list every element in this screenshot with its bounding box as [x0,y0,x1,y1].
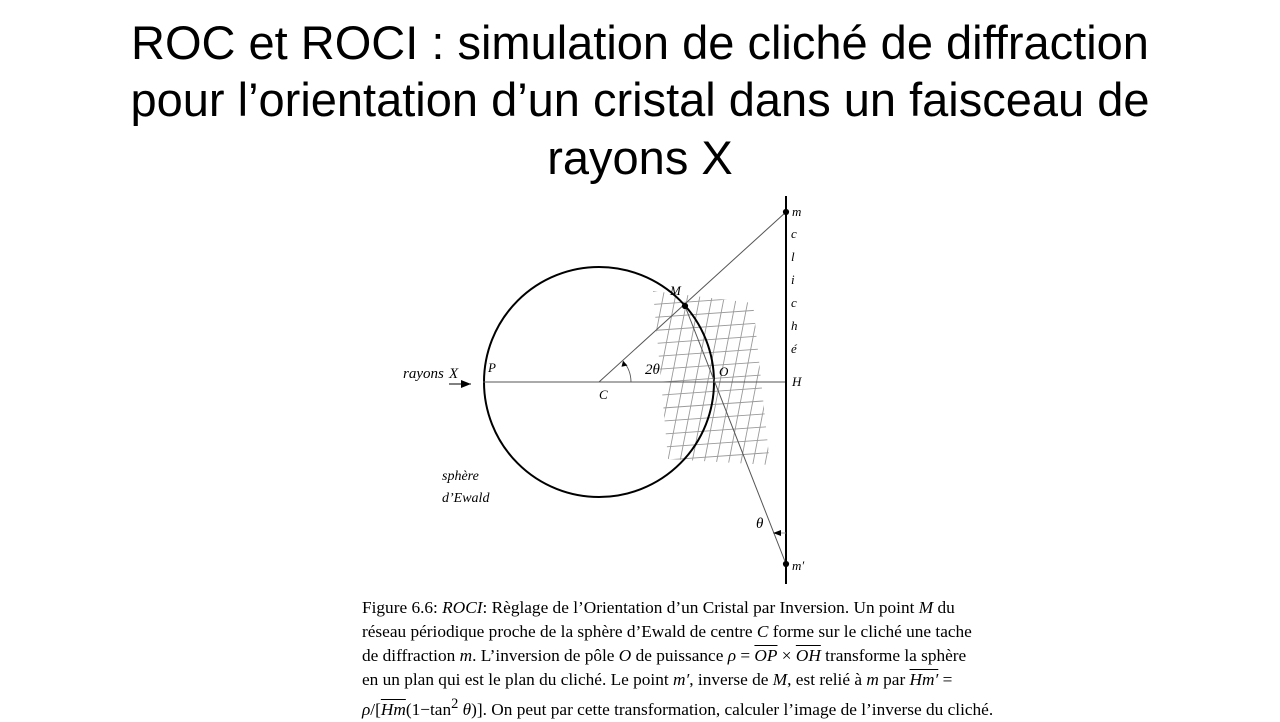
svg-text:O: O [719,364,729,379]
svg-text:c: c [791,226,797,241]
svg-text:m′: m′ [792,558,804,573]
svg-text:m: m [792,204,801,219]
svg-text:d’Ewald: d’Ewald [442,491,490,506]
svg-text:sphère: sphère [442,469,479,484]
svg-text:i: i [791,272,795,287]
svg-text:2θ: 2θ [645,362,661,378]
svg-text:h: h [791,318,798,333]
svg-text:l: l [791,249,795,264]
svg-text:θ: θ [756,516,764,532]
svg-text:M: M [669,283,682,298]
svg-text:X: X [448,366,459,382]
svg-text:P: P [487,360,496,375]
svg-text:H: H [791,374,802,389]
svg-text:rayons: rayons [403,366,444,382]
svg-text:C: C [599,387,608,402]
svg-text:c: c [791,295,797,310]
svg-text:é: é [791,341,798,356]
